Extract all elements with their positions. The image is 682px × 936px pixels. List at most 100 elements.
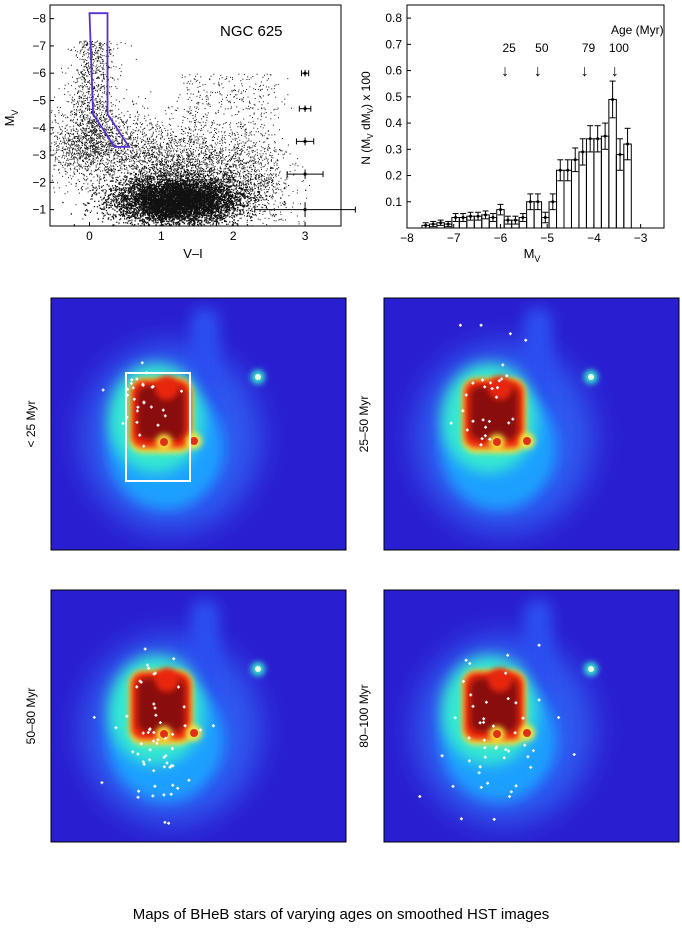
cmd-y-tick-label: −8 — [32, 12, 46, 26]
lf-x-tick-label: −4 — [587, 231, 601, 245]
lf-age-marker: 79 ↓ — [581, 41, 596, 80]
lf-bar — [421, 222, 430, 229]
cmd-y-tick-label: −1 — [32, 203, 46, 217]
lf-bar — [473, 211, 483, 229]
lf-age-marker: 50 ↓ — [534, 41, 549, 80]
lf-x-tick-label: −8 — [400, 231, 414, 245]
lf-y-axis: 0.1 0.2 0.3 0.4 0.5 0.6 0.7 0.8 — [385, 11, 411, 209]
cmd-x-axis: 0 1 2 3 — [86, 222, 309, 243]
lf-age-label: 79 — [582, 41, 596, 55]
cmd-y-tick-label: −4 — [32, 121, 46, 135]
lf-chart: −8 −7 −6 −5 −4 −3 0.1 0.2 0.3 0.4 0.5 0.6 0.7 0.8 25… — [359, 4, 665, 264]
cmd-y-axis: −1 −2 −3 −4 −5 −6 −7 −8 — [32, 12, 54, 217]
map-panel: 80–100 Myr — [357, 589, 680, 843]
lf-bar — [563, 159, 572, 229]
figure: 0 1 2 3 −1 −2 −3 −4 −5 −6 −7 −8 NGC 625 V–I MV −8 −… — [2, 4, 680, 843]
cmd-y-tick-label: −2 — [32, 175, 46, 189]
lf-age-markers: 25 ↓ 50 ↓ 79 ↓ 100 ↓ — [501, 41, 629, 80]
lf-bar — [526, 193, 535, 229]
cmd-point-cloud — [50, 40, 310, 226]
lf-x-tick-label: −6 — [494, 231, 508, 245]
lf-age-marker: 25 ↓ — [501, 41, 516, 80]
cmd-x-tick-label: 0 — [86, 229, 93, 243]
lf-bar — [466, 211, 475, 229]
cmd-error-bars — [254, 69, 356, 218]
lf-bar — [451, 213, 460, 229]
lf-age-arrow: ↓ — [534, 63, 542, 80]
lf-bar — [518, 213, 528, 229]
cmd-error-bar — [300, 69, 310, 77]
cmd-x-label: V–I — [183, 246, 203, 261]
map-frame — [383, 297, 680, 551]
map-stars — [418, 643, 576, 821]
lf-y-tick-label: 0.6 — [385, 64, 402, 78]
map-frame — [50, 589, 347, 843]
lf-plot-frame — [406, 4, 665, 229]
lf-bar — [436, 219, 445, 229]
cmd-x-tick-label: 1 — [158, 229, 165, 243]
lf-y-tick-label: 0.8 — [385, 11, 402, 25]
lf-y-tick-label: 0.3 — [385, 142, 402, 156]
cmd-plot-frame — [49, 4, 342, 227]
cmd-y-tick-label: −7 — [32, 39, 46, 53]
map-panel-label: 25–50 Myr — [357, 396, 371, 453]
cmd-error-bar — [298, 105, 312, 113]
lf-x-tick-label: −5 — [540, 231, 554, 245]
lf-age-arrow: ↓ — [501, 63, 509, 80]
cmd-error-bar — [254, 202, 356, 218]
lf-age-label: 100 — [609, 41, 629, 55]
map-frame — [50, 297, 347, 551]
lf-age-arrow: ↓ — [611, 63, 619, 80]
map-panel-label: 80–100 Myr — [357, 684, 371, 747]
lf-bar — [570, 147, 580, 229]
cmd-x-tick-label: 3 — [302, 229, 309, 243]
lf-age-label: 25 — [502, 41, 516, 55]
lf-bar — [481, 210, 490, 229]
lf-y-tick-label: 0.2 — [385, 169, 402, 183]
lf-y-tick-label: 0.4 — [385, 116, 402, 130]
map-panel: 50–80 Myr — [24, 589, 347, 843]
map-stars — [449, 323, 528, 447]
cmd-error-bar — [295, 137, 315, 146]
lf-y-tick-label: 0.5 — [385, 90, 402, 104]
cmd-y-label: MV — [2, 110, 20, 127]
cmd-selection-box — [88, 12, 131, 148]
lf-x-tick-label: −7 — [447, 231, 461, 245]
lf-bar — [585, 125, 595, 229]
map-frame — [383, 589, 680, 843]
lf-bar — [488, 213, 498, 229]
map-panel-label: 50–80 Myr — [24, 688, 38, 745]
lf-bar — [511, 215, 520, 229]
lf-bar — [428, 220, 438, 229]
lf-age-title: Age (Myr) — [611, 23, 664, 37]
cmd-title: NGC 625 — [220, 23, 283, 40]
lf-y-tick-label: 0.7 — [385, 37, 402, 51]
lf-bar — [578, 138, 587, 229]
lf-bar — [623, 127, 632, 229]
lf-bar — [608, 80, 617, 229]
cmd-x-tick-label: 2 — [230, 229, 237, 243]
cmd-points — [50, 40, 310, 226]
cmd-chart: 0 1 2 3 −1 −2 −3 −4 −5 −6 −7 −8 NGC 625 V–I MV — [2, 4, 356, 261]
map-stars — [101, 361, 183, 448]
cmd-error-bar — [286, 169, 324, 179]
lf-age-marker: 100 ↓ — [609, 41, 629, 80]
lf-bar — [533, 193, 543, 229]
lf-bar — [600, 122, 610, 229]
cmd-y-tick-label: −5 — [32, 93, 46, 107]
lf-x-label: MV — [524, 246, 541, 264]
map-stars — [92, 647, 215, 825]
lf-y-label: N (MV dMV) x 100 — [359, 71, 375, 165]
cmd-box-outline — [88, 12, 131, 148]
lf-bar — [593, 125, 602, 229]
lf-x-tick-label: −3 — [634, 231, 648, 245]
lf-bar — [615, 138, 625, 229]
cmd-y-tick-label: −6 — [32, 66, 46, 80]
map-panels: < 25 Myr 25–50 Myr 50–80 Myr 80–100 Myr — [24, 297, 680, 843]
lf-bar — [443, 220, 453, 229]
lf-age-label: 50 — [535, 41, 549, 55]
lf-bar — [548, 193, 558, 229]
figure-caption: Maps of BHeB stars of varying ages on sm… — [132, 906, 550, 923]
lf-histogram — [421, 80, 632, 229]
lf-bar — [541, 211, 550, 229]
